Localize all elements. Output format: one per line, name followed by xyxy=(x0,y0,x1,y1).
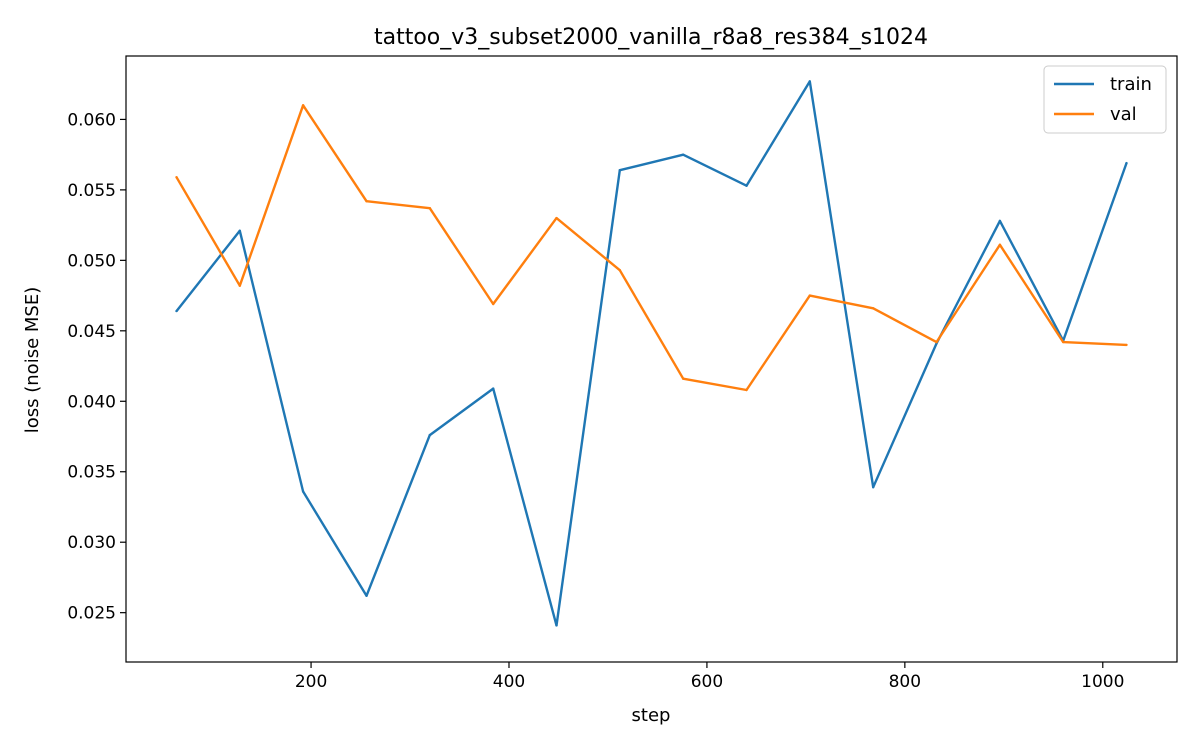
y-tick-label: 0.060 xyxy=(67,110,116,130)
y-tick-label: 0.030 xyxy=(67,533,116,553)
data-point-train xyxy=(872,486,875,489)
legend-label-val: val xyxy=(1110,104,1137,125)
x-axis-label: step xyxy=(632,705,671,726)
data-point-val xyxy=(1125,343,1128,347)
data-point-train xyxy=(238,229,241,232)
series-line-val xyxy=(175,104,1127,392)
data-point-val xyxy=(682,377,685,380)
data-point-train xyxy=(428,433,431,437)
data-point-val xyxy=(175,176,178,179)
data-point-val xyxy=(745,388,748,392)
data-point-val xyxy=(1062,340,1065,344)
y-tick-label: 0.035 xyxy=(67,463,116,483)
data-point-val xyxy=(998,243,1002,246)
plot-area xyxy=(175,80,1128,627)
y-tick-label: 0.040 xyxy=(67,392,116,412)
data-point-train xyxy=(175,309,178,313)
x-tick-label: 1000 xyxy=(1081,672,1124,692)
x-tick-label: 600 xyxy=(691,672,723,692)
axes: 200 400 600 800 1000 0.025 0.030 0.035 0.040 0.04… xyxy=(67,55,1178,692)
data-point-train xyxy=(555,624,558,627)
data-point-train xyxy=(745,184,748,187)
data-point-val xyxy=(365,200,368,203)
data-point-train xyxy=(808,80,811,83)
legend-label-train: train xyxy=(1110,74,1152,95)
y-axis-label: loss (noise MSE) xyxy=(22,287,43,433)
data-point-train xyxy=(301,490,305,493)
data-point-train xyxy=(492,387,495,390)
data-point-val xyxy=(618,269,621,272)
chart-title: tattoo_v3_subset2000_vanilla_r8a8_res384… xyxy=(374,25,928,50)
legend: train val xyxy=(1043,65,1167,134)
x-tick-label: 800 xyxy=(889,672,921,692)
data-point-val xyxy=(428,207,431,210)
data-point-val xyxy=(935,340,938,344)
y-tick-label: 0.050 xyxy=(67,251,116,271)
y-tick-label: 0.055 xyxy=(67,181,116,201)
data-point-train xyxy=(682,153,685,156)
data-point-train xyxy=(618,169,621,172)
data-point-val xyxy=(301,104,305,107)
x-tick-label: 400 xyxy=(493,672,525,692)
data-point-val xyxy=(492,302,495,306)
data-point-train xyxy=(1125,161,1128,165)
series-line-train xyxy=(175,80,1128,627)
data-point-val xyxy=(808,294,811,297)
data-point-train xyxy=(365,594,368,597)
data-point-val xyxy=(872,307,875,310)
axes-frame xyxy=(125,55,1178,663)
y-tick-label: 0.025 xyxy=(67,604,116,624)
data-point-val xyxy=(238,284,241,287)
data-point-val xyxy=(555,216,558,220)
legend-box xyxy=(1043,65,1167,134)
data-point-train xyxy=(998,219,1002,223)
y-tick-label: 0.045 xyxy=(67,322,116,342)
x-tick-label: 200 xyxy=(295,672,327,692)
